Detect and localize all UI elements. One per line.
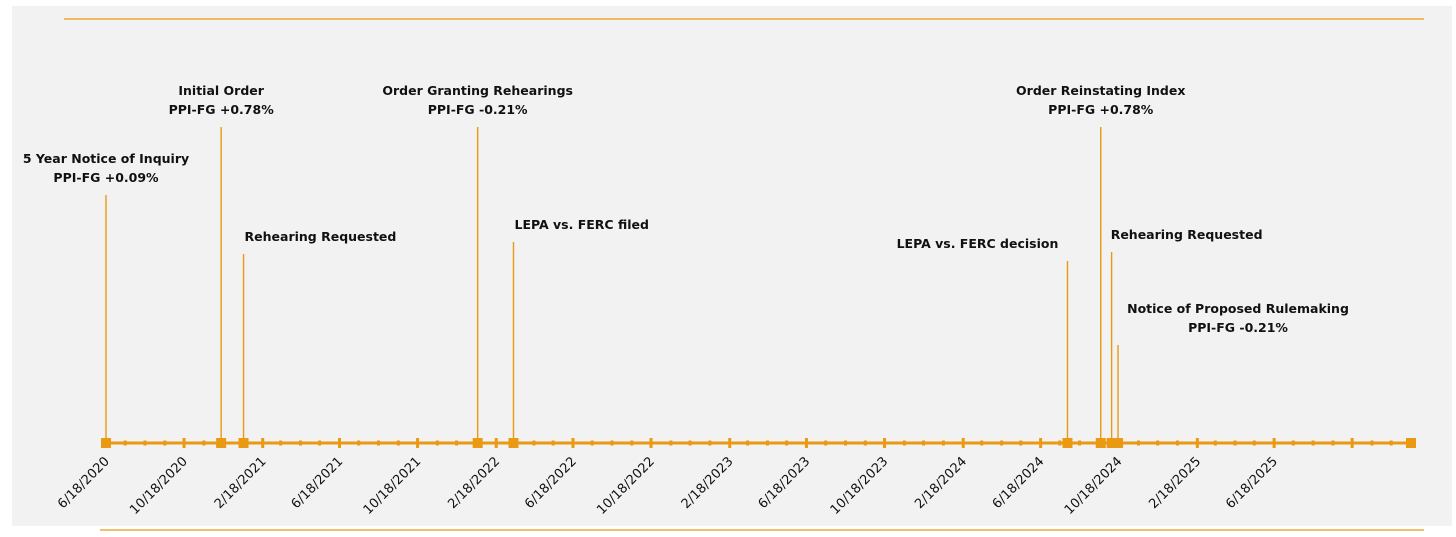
major-tick <box>416 438 420 448</box>
event-label: Order Reinstating Index PPI-FG +0.78% <box>1016 83 1185 117</box>
event-label-line: LEPA vs. FERC filed <box>514 217 648 232</box>
event-label-line: LEPA vs. FERC decision <box>897 236 1059 251</box>
minor-tick <box>455 440 459 446</box>
minor-tick <box>435 440 439 446</box>
minor-tick <box>1311 440 1315 446</box>
minor-tick <box>610 440 614 446</box>
minor-tick <box>143 440 147 446</box>
minor-tick <box>1136 440 1140 446</box>
minor-tick <box>298 440 302 446</box>
event-marker <box>1113 438 1124 448</box>
minor-tick <box>902 440 906 446</box>
minor-tick <box>708 440 712 446</box>
event-label-line: Order Granting Rehearings <box>382 83 573 98</box>
minor-tick <box>1370 440 1374 446</box>
minor-tick <box>922 440 926 446</box>
event-label: LEPA vs. FERC decision <box>897 236 1059 251</box>
event-label-line: Rehearing Requested <box>1111 227 1263 242</box>
event-label: LEPA vs. FERC filed <box>514 217 648 232</box>
minor-tick <box>202 440 206 446</box>
event-label: Rehearing Requested <box>245 229 397 244</box>
major-tick <box>1039 438 1043 448</box>
minor-tick <box>1252 440 1256 446</box>
event-marker <box>1106 438 1117 448</box>
event-label-line: PPI-FG +0.78% <box>1048 102 1154 117</box>
minor-tick <box>844 440 847 446</box>
major-tick <box>649 438 653 448</box>
minor-tick <box>279 440 283 446</box>
minor-tick <box>746 440 750 446</box>
event-label-line: Rehearing Requested <box>245 229 397 244</box>
event-label: Rehearing Requested <box>1111 227 1263 242</box>
minor-tick <box>1213 440 1217 446</box>
minor-tick <box>863 440 867 446</box>
minor-tick <box>318 440 322 446</box>
major-tick <box>804 438 808 448</box>
minor-tick <box>1078 440 1082 446</box>
event-marker <box>1062 438 1073 448</box>
event-label-line: PPI-FG +0.09% <box>53 170 159 185</box>
major-tick <box>883 438 887 448</box>
major-tick <box>337 438 341 448</box>
timeline-events: 5 Year Notice of Inquiry PPI-FG +0.09% Ini… <box>23 83 1349 448</box>
event-label-line: Initial Order <box>178 83 264 98</box>
major-tick <box>1195 438 1199 448</box>
event-label: Order Granting Rehearings PPI-FG -0.21% <box>382 83 573 117</box>
event-marker <box>472 438 483 448</box>
event-label: 5 Year Notice of Inquiry PPI-FG +0.09% <box>23 151 189 185</box>
major-tick <box>494 438 498 448</box>
major-tick <box>571 438 575 448</box>
minor-tick <box>377 440 381 446</box>
minor-tick <box>590 440 594 446</box>
minor-tick <box>1233 440 1237 446</box>
minor-tick <box>1176 440 1180 446</box>
minor-tick <box>532 440 536 446</box>
event-marker <box>508 438 519 448</box>
event-marker <box>1095 438 1106 448</box>
minor-tick <box>123 440 127 446</box>
event-marker <box>216 438 227 448</box>
minor-tick <box>1058 440 1062 446</box>
minor-tick <box>980 440 984 446</box>
event-label-line: 5 Year Notice of Inquiry <box>23 151 189 166</box>
major-tick <box>182 438 186 448</box>
minor-tick <box>1156 440 1160 446</box>
minor-tick <box>551 440 555 446</box>
minor-tick <box>630 440 634 446</box>
minor-tick <box>357 440 361 446</box>
event-marker <box>238 438 249 448</box>
event-label-line: PPI-FG -0.21% <box>428 102 528 117</box>
event-label-line: PPI-FG -0.21% <box>1188 320 1288 335</box>
minor-tick <box>1291 440 1295 446</box>
minor-tick <box>785 440 789 446</box>
minor-tick <box>669 440 673 446</box>
minor-tick <box>688 440 692 446</box>
major-tick <box>961 438 965 448</box>
major-tick <box>1350 438 1354 448</box>
minor-tick <box>396 440 400 446</box>
minor-tick <box>163 440 167 446</box>
axis-end-marker <box>1406 438 1416 448</box>
minor-tick <box>765 440 769 446</box>
minor-tick <box>1000 440 1004 446</box>
event-label-line: Order Reinstating Index <box>1016 83 1185 98</box>
chart-background <box>12 6 1452 526</box>
minor-tick <box>941 440 945 446</box>
event-marker <box>101 438 111 448</box>
event-label: Notice of Proposed Rulemaking PPI-FG -0.2… <box>1127 301 1349 335</box>
event-label: Initial Order PPI-FG +0.78% <box>169 83 275 117</box>
major-tick <box>261 438 265 448</box>
major-tick <box>728 438 732 448</box>
minor-tick <box>824 440 828 446</box>
event-label-line: PPI-FG +0.78% <box>169 102 275 117</box>
minor-tick <box>1019 440 1023 446</box>
minor-tick <box>1331 440 1335 446</box>
major-tick <box>1272 438 1276 448</box>
event-label-line: Notice of Proposed Rulemaking <box>1127 301 1349 316</box>
minor-tick <box>1389 440 1393 446</box>
